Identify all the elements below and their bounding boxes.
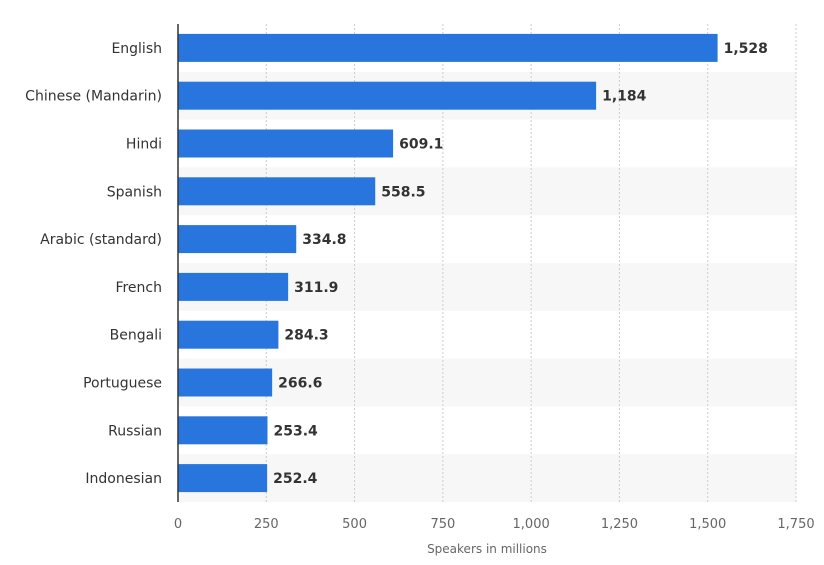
category-label: Russian [108,423,162,439]
bar [178,81,597,110]
x-tick-label: 0 [174,517,182,532]
row-band [178,454,796,502]
bar [178,33,718,62]
bar [178,225,297,254]
value-label: 1,184 [602,89,647,105]
x-axis-title: Speakers in millions [427,542,547,556]
bar [178,177,376,206]
category-label: Hindi [126,137,162,153]
x-tick-label: 750 [430,517,455,532]
value-label: 1,528 [724,41,768,57]
x-tick-label: 500 [342,517,367,532]
bar [178,129,394,158]
x-tick-label: 1,500 [689,517,726,532]
x-tick-label: 1,250 [601,517,638,532]
value-label: 253.4 [273,423,318,439]
value-label: 609.1 [399,137,443,153]
bar [178,416,268,445]
bar [178,368,273,397]
value-label: 266.6 [278,376,322,392]
bars [178,33,718,493]
bar [178,272,289,301]
value-label: 558.5 [381,184,425,200]
x-tick-label: 1,750 [777,517,814,532]
value-label: 252.4 [273,471,318,487]
category-label: Chinese (Mandarin) [25,89,162,105]
bar [178,464,268,493]
category-label: French [115,280,162,296]
category-label: Indonesian [85,471,162,487]
category-label: Spanish [107,184,162,200]
value-label: 334.8 [302,232,346,248]
row-band [178,358,796,407]
category-label: Portuguese [83,376,162,392]
category-label: English [111,41,162,57]
x-tick-label: 1,000 [513,517,550,532]
category-label: Bengali [110,328,162,344]
x-tick-labels: 0 250 500 750 1,000 1,250 1,500 1,750 [174,517,815,532]
category-labels: English Chinese (Mandarin) Hindi Spanish Ara… [25,41,162,487]
bar [178,320,279,349]
category-label: Arabic (standard) [40,232,162,248]
x-tick-label: 250 [254,517,279,532]
value-label: 311.9 [294,280,338,296]
row-bands [178,71,796,502]
value-label: 284.3 [284,328,328,344]
value-labels: 1,528 1,184 609.1 558.5 334.8 311.9 284.3 266.6… [273,41,768,487]
